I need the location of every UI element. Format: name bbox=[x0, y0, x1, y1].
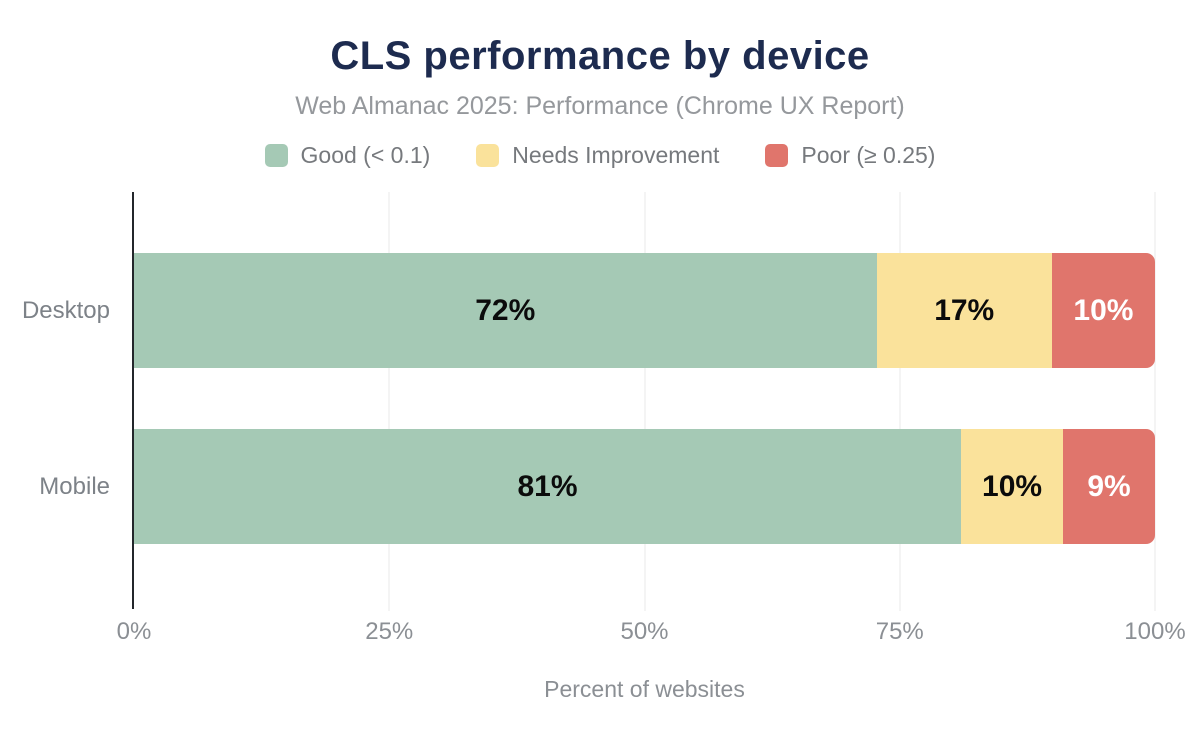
legend: Good (< 0.1) Needs Improvement Poor (≥ 0.2… bbox=[0, 142, 1200, 169]
chart-subtitle: Web Almanac 2025: Performance (Chrome UX… bbox=[295, 92, 905, 120]
bar-segment[interactable]: 10% bbox=[961, 429, 1064, 544]
x-tick-label: 0% bbox=[116, 618, 152, 645]
stacked-bar: 81% 10% 9% bbox=[134, 429, 1155, 544]
legend-swatch-icon bbox=[765, 144, 789, 167]
legend-label: Needs Improvement bbox=[512, 142, 720, 168]
x-tick-label: 25% bbox=[365, 618, 414, 645]
gridline bbox=[899, 192, 901, 611]
legend-swatch-icon bbox=[264, 144, 288, 167]
bar-value-label: 17% bbox=[934, 293, 995, 327]
bar-row: Mobile 81% 10% 9% bbox=[39, 429, 1155, 544]
category-label: Desktop bbox=[21, 296, 110, 324]
gridline bbox=[1154, 192, 1156, 611]
bar-value-label: 72% bbox=[475, 293, 536, 327]
bar-value-label: 10% bbox=[1073, 293, 1134, 327]
legend-label: Poor (≥ 0.25) bbox=[801, 142, 936, 168]
legend-label: Good (< 0.1) bbox=[300, 142, 431, 168]
gridline bbox=[388, 192, 390, 611]
y-axis-line bbox=[132, 192, 134, 609]
x-axis-title: Percent of websites bbox=[544, 676, 745, 702]
gridline bbox=[644, 192, 645, 611]
bar-row: Desktop 72% 17% 10% bbox=[22, 253, 1155, 368]
chart-title: CLS performance by device bbox=[330, 34, 870, 78]
legend-item[interactable]: Good (< 0.1) bbox=[264, 142, 431, 169]
bar-segment[interactable]: 72% bbox=[134, 253, 877, 368]
x-tick-label: 75% bbox=[875, 618, 924, 645]
x-axis-ticks: 0% 25% 50% 75% 100% bbox=[117, 618, 1186, 648]
x-tick-label: 100% bbox=[1124, 618, 1186, 645]
legend-swatch-icon bbox=[476, 144, 500, 167]
legend-item[interactable]: Needs Improvement bbox=[476, 142, 719, 169]
bar-value-label: 81% bbox=[517, 469, 578, 503]
category-label: Mobile bbox=[39, 472, 110, 500]
bar-segment[interactable]: 9% bbox=[1063, 429, 1155, 544]
x-tick-label: 50% bbox=[620, 618, 669, 645]
bar-value-label: 10% bbox=[982, 469, 1043, 503]
bar-segment[interactable]: 81% bbox=[134, 429, 962, 544]
plot-area: Desktop 72% 17% 10% Mobile 81% 10% 9% bbox=[22, 192, 1156, 611]
bar-segment[interactable]: 10% bbox=[1051, 253, 1155, 368]
stacked-bar: 72% 17% 10% bbox=[134, 253, 1155, 368]
bar-value-label: 9% bbox=[1087, 469, 1131, 503]
bar-segment[interactable]: 17% bbox=[876, 253, 1052, 368]
legend-item[interactable]: Poor (≥ 0.25) bbox=[765, 142, 935, 169]
